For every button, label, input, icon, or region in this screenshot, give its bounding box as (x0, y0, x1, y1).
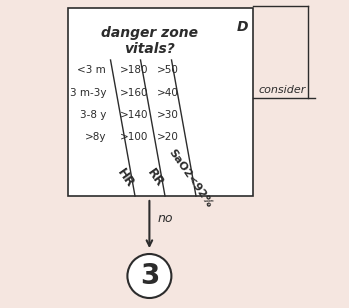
Text: HR: HR (114, 166, 136, 190)
Text: consider: consider (258, 85, 305, 95)
Bar (68, 8, 253, 196)
Text: >8y: >8y (84, 132, 106, 142)
Text: >140: >140 (119, 110, 148, 120)
Text: >30: >30 (157, 110, 179, 120)
Text: danger zone: danger zone (101, 26, 198, 40)
Text: 3-8 y: 3-8 y (80, 110, 106, 120)
Text: >40: >40 (157, 88, 179, 98)
Text: >180: >180 (119, 65, 148, 75)
Text: <3 m: <3 m (77, 65, 106, 75)
Text: SaO2<92%: SaO2<92% (166, 147, 214, 209)
Text: no: no (157, 212, 173, 225)
Text: >160: >160 (119, 88, 148, 98)
Text: 3: 3 (140, 262, 159, 290)
Circle shape (127, 254, 171, 298)
Text: >50: >50 (157, 65, 179, 75)
Text: 3 m-3y: 3 m-3y (69, 88, 106, 98)
Text: RR: RR (144, 166, 166, 190)
Text: D: D (237, 20, 248, 34)
Text: vitals?: vitals? (124, 42, 175, 56)
Text: >20: >20 (157, 132, 179, 142)
Text: >100: >100 (120, 132, 148, 142)
